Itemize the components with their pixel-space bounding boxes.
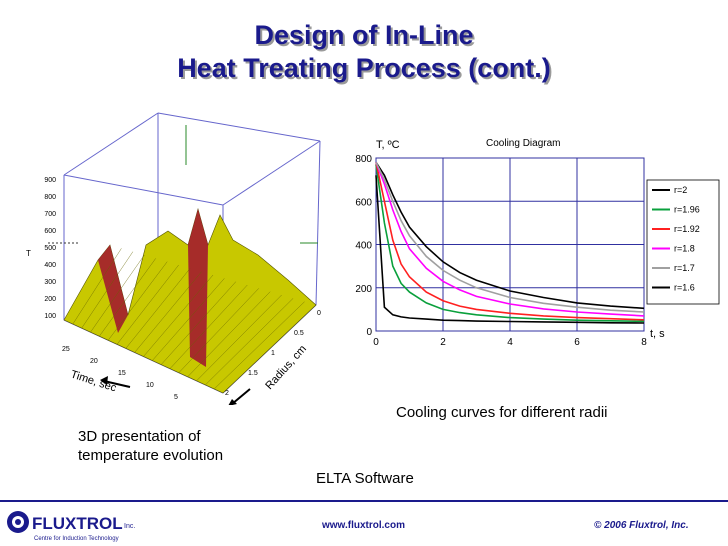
- radius-tick-label: 1.5: [248, 370, 258, 377]
- time-arrow: [103, 380, 131, 388]
- legend-entry: r=1.8: [674, 244, 695, 254]
- cooling-diagram: Cooling Diagram T, ºC t, s 0 200 400 600 800…: [355, 138, 720, 348]
- x-tick-label: 4: [507, 337, 513, 348]
- y-tick-label: 0: [366, 327, 372, 338]
- fluxtrol-logo: FLUXTROL Inc. Centre for Induction Techn…: [7, 511, 135, 542]
- footer-copyright: © 2006 Fluxtrol, Inc.: [594, 520, 689, 531]
- x-tick-label: 8: [641, 337, 647, 348]
- z-tick-label: 200: [44, 296, 56, 303]
- legend-entry: r=1.7: [674, 263, 695, 273]
- z-tick-label: 300: [44, 279, 56, 286]
- y-tick-label: 400: [355, 241, 372, 252]
- z-tick-label: 100: [44, 313, 56, 320]
- y-tick-label: 200: [355, 284, 372, 295]
- logo-tagline: Centre for Induction Technology: [34, 536, 119, 542]
- caption-cooling: Cooling curves for different radii: [396, 404, 608, 421]
- caption-3d-line1: 3D presentation of: [78, 428, 201, 445]
- radius-tick-label: 1: [271, 350, 275, 357]
- x-tick-label: 2: [440, 337, 446, 348]
- y-tick-label: 600: [355, 197, 372, 208]
- time-tick-label: 10: [146, 382, 154, 389]
- x-tick-label: 6: [574, 337, 580, 348]
- chart-grid: [375, 157, 645, 332]
- slide-title-line2: Heat Treating Process (cont.): [177, 53, 551, 83]
- legend-box: [646, 179, 720, 305]
- radius-tick-label: 0.5: [294, 330, 304, 337]
- time-tick-label: 25: [62, 346, 70, 353]
- z-axis-label: T: [26, 249, 31, 258]
- series-line-4: [375, 161, 645, 313]
- time-tick-label: 20: [90, 358, 98, 365]
- legend-entry: r=1.92: [674, 224, 700, 234]
- y-tick-label: 800: [355, 154, 372, 165]
- time-axis-label: Time, sec: [69, 368, 118, 394]
- radius-tick-label: 2: [225, 390, 229, 397]
- series-line-1: [375, 164, 645, 323]
- series-line-0: [375, 161, 645, 310]
- footer-url[interactable]: www.fluxtrol.com: [322, 520, 405, 531]
- radius-arrow-head: [228, 399, 237, 405]
- chart-title: Cooling Diagram: [486, 138, 560, 149]
- legend-entry: r=1.96: [674, 205, 700, 215]
- legend-entry: r=1.6: [674, 283, 695, 293]
- time-tick-label: 15: [118, 370, 126, 377]
- x-axis-label: t, s: [650, 328, 665, 340]
- z-tick-label: 900: [44, 177, 56, 184]
- slide-title-line1: Design of In-Line: [254, 20, 474, 50]
- radius-tick-label: 0: [317, 310, 321, 317]
- logo-wordmark: FLUXTROL: [32, 514, 123, 533]
- z-tick-label: 400: [44, 262, 56, 269]
- y-axis-label: T, ºC: [376, 139, 400, 151]
- caption-software: ELTA Software: [316, 470, 414, 487]
- radius-arrow: [231, 388, 251, 405]
- logo-inc: Inc.: [124, 523, 135, 530]
- time-arrow-head: [100, 376, 108, 385]
- legend-entry: r=2: [674, 185, 687, 195]
- series-line-2: [375, 162, 645, 321]
- footer-divider: [0, 500, 728, 502]
- z-tick-label: 700: [44, 211, 56, 218]
- time-tick-label: 5: [174, 394, 178, 401]
- caption-3d-line2: temperature evolution: [78, 447, 224, 464]
- z-tick-label: 500: [44, 245, 56, 252]
- z-tick-label: 800: [44, 194, 56, 201]
- z-tick-label: 600: [44, 228, 56, 235]
- series-line-5: [375, 175, 645, 324]
- series-line-3: [375, 162, 645, 317]
- x-tick-label: 0: [373, 337, 379, 348]
